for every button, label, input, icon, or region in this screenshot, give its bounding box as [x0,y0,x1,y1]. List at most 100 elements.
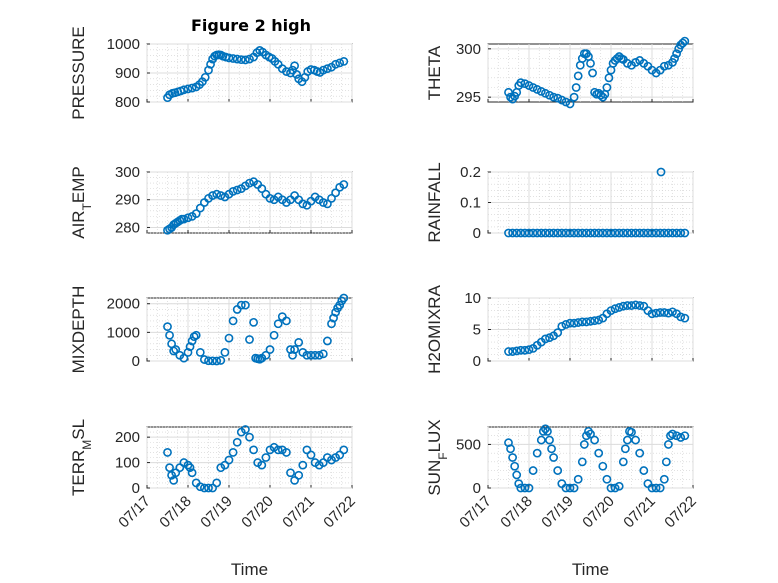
data-point [261,453,271,462]
data-point [536,435,546,445]
data-point [569,483,579,493]
data-point [623,228,632,238]
y-tick-label: 200 [115,429,140,446]
data-point [294,470,304,480]
data-point [524,483,534,493]
data-point [302,350,312,360]
data-point [573,474,583,484]
data-point [598,228,608,238]
data-point [541,228,550,238]
data-point [664,308,673,318]
data-point [586,58,595,68]
data-point [318,65,328,75]
data-point [329,313,338,323]
data-point [504,87,513,97]
data-point [598,461,608,471]
data-point [631,57,640,67]
data-point [678,38,688,48]
data-point [520,345,530,355]
data-point [676,433,686,442]
data-point [614,228,624,238]
data-point [549,453,558,462]
y-tick-label: 10 [464,290,481,307]
data-point [610,228,620,238]
data-point [627,427,636,437]
data-point [647,483,657,493]
data-point [553,228,563,238]
data-point [594,315,604,325]
data-point [204,356,213,366]
data-point [228,448,238,457]
data-point [273,319,283,329]
y-axis-label: AIRTEMP [69,166,94,239]
y-tick-label: 300 [456,41,481,58]
data-point [623,435,632,445]
data-point [327,319,336,329]
data-point [670,54,679,63]
data-point [549,92,558,102]
data-point [565,318,575,328]
panel-1: 800 900 1000 PRESSURE [69,26,353,120]
data-point [327,193,336,203]
data-point [220,348,230,357]
data-point [195,348,205,357]
data-point [639,228,649,238]
data-point [582,431,591,441]
data-point [265,345,275,354]
data-point [610,483,620,493]
data-point [516,78,526,88]
data-point [286,345,295,354]
data-point [171,345,181,354]
data-point [545,90,554,100]
x-tick-label: 07/18 [156,493,195,532]
data-point [504,347,513,356]
y-tick-label: 0 [132,353,140,370]
data-point [183,348,193,357]
data-point [631,228,640,238]
data-point [318,349,328,359]
panel-6: 0 5 10 H2OMIXRA [425,284,694,374]
data-point [310,350,320,360]
data-point [661,457,671,467]
data-point [163,448,172,457]
data-point [185,463,195,473]
data-point [672,228,681,238]
data-point [322,336,332,346]
data-point [680,313,690,323]
x-axis-label: Time [572,560,609,579]
data-point [571,83,581,92]
y-tick-label: 1000 [107,36,140,53]
data-point [659,308,669,317]
data-point [261,350,271,360]
x-tick-label: 07/21 [620,493,659,532]
data-point [335,58,345,68]
data-point [199,483,209,493]
data-point [627,301,636,310]
data-point [553,93,563,103]
data-point [635,301,645,310]
data-point [506,444,515,454]
data-point [666,431,675,441]
data-point [257,460,267,470]
data-point [228,54,238,63]
data-point [508,453,517,462]
data-point [185,342,195,352]
data-point [236,300,246,310]
x-tick-label: 07/20 [238,493,277,532]
data-point [656,167,666,177]
y-tick-label: 0 [473,480,481,497]
y-tick-label: 1000 [107,324,140,341]
y-tick-label: 500 [456,436,481,453]
data-point [524,345,534,355]
data-point [520,228,530,238]
data-point [216,356,226,365]
y-tick-label: 300 [115,164,140,181]
data-point [265,193,275,203]
data-point [206,59,215,69]
data-point [553,328,563,338]
data-point [618,457,628,467]
data-point [651,228,661,238]
x-tick-label: 07/17 [115,493,154,532]
